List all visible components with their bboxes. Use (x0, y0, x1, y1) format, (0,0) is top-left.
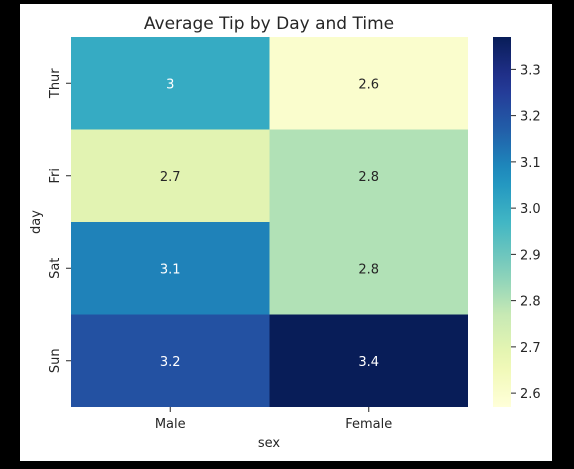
heatmap-cell (269, 129, 468, 222)
cell-value-label: 2.6 (358, 77, 379, 92)
cell-value-label: 2.7 (160, 170, 181, 185)
colorbar-tick-label: 2.6 (520, 387, 541, 402)
heatmap-cell (71, 129, 270, 222)
heatmap-cell (269, 314, 468, 407)
y-tick-label: Sun (48, 348, 63, 373)
heatmap-cell (71, 37, 270, 130)
y-axis-ticks: Thur Fri Sat Sun (48, 68, 71, 373)
heatmap-cell (269, 222, 468, 315)
y-tick-label: Thur (48, 68, 63, 99)
colorbar-tick-label: 3.1 (520, 156, 541, 171)
cell-value-label: 3.2 (160, 355, 181, 370)
cell-value-label: 3.4 (358, 355, 379, 370)
colorbar-tick-label: 3.0 (520, 202, 541, 217)
cell-value-label: 2.8 (358, 170, 379, 185)
cell-value-label: 2.8 (358, 262, 379, 277)
colorbar-ticks: 2.6 2.7 2.8 2.9 3.0 3.1 3.2 3.3 (511, 63, 541, 402)
heatmap-cell (71, 222, 270, 315)
colorbar-tick-label: 2.8 (520, 295, 541, 310)
cell-value-label: 3 (166, 77, 174, 92)
colorbar-tick-label: 3.2 (520, 110, 541, 125)
heatmap-cells (71, 37, 468, 407)
y-tick-label: Sat (48, 258, 63, 279)
colorbar-tick-label: 2.7 (520, 341, 541, 356)
y-axis-label: day (29, 210, 44, 234)
x-tick-label: Female (345, 417, 392, 432)
x-axis-label: sex (258, 436, 281, 451)
chart-title: Average Tip by Day and Time (144, 14, 394, 34)
heatmap-cell-labels: 3 2.6 2.7 2.8 3.1 2.8 3.2 3.4 (160, 77, 379, 370)
x-tick-label: Male (155, 417, 186, 432)
heatmap-cell (71, 314, 270, 407)
x-axis-ticks: Male Female (155, 407, 392, 432)
colorbar-tick-label: 2.9 (520, 248, 541, 263)
cell-value-label: 3.1 (160, 262, 181, 277)
colorbar (493, 37, 511, 407)
heatmap-cell (269, 37, 468, 130)
colorbar-tick-label: 3.3 (520, 63, 541, 78)
y-tick-label: Fri (48, 168, 63, 184)
